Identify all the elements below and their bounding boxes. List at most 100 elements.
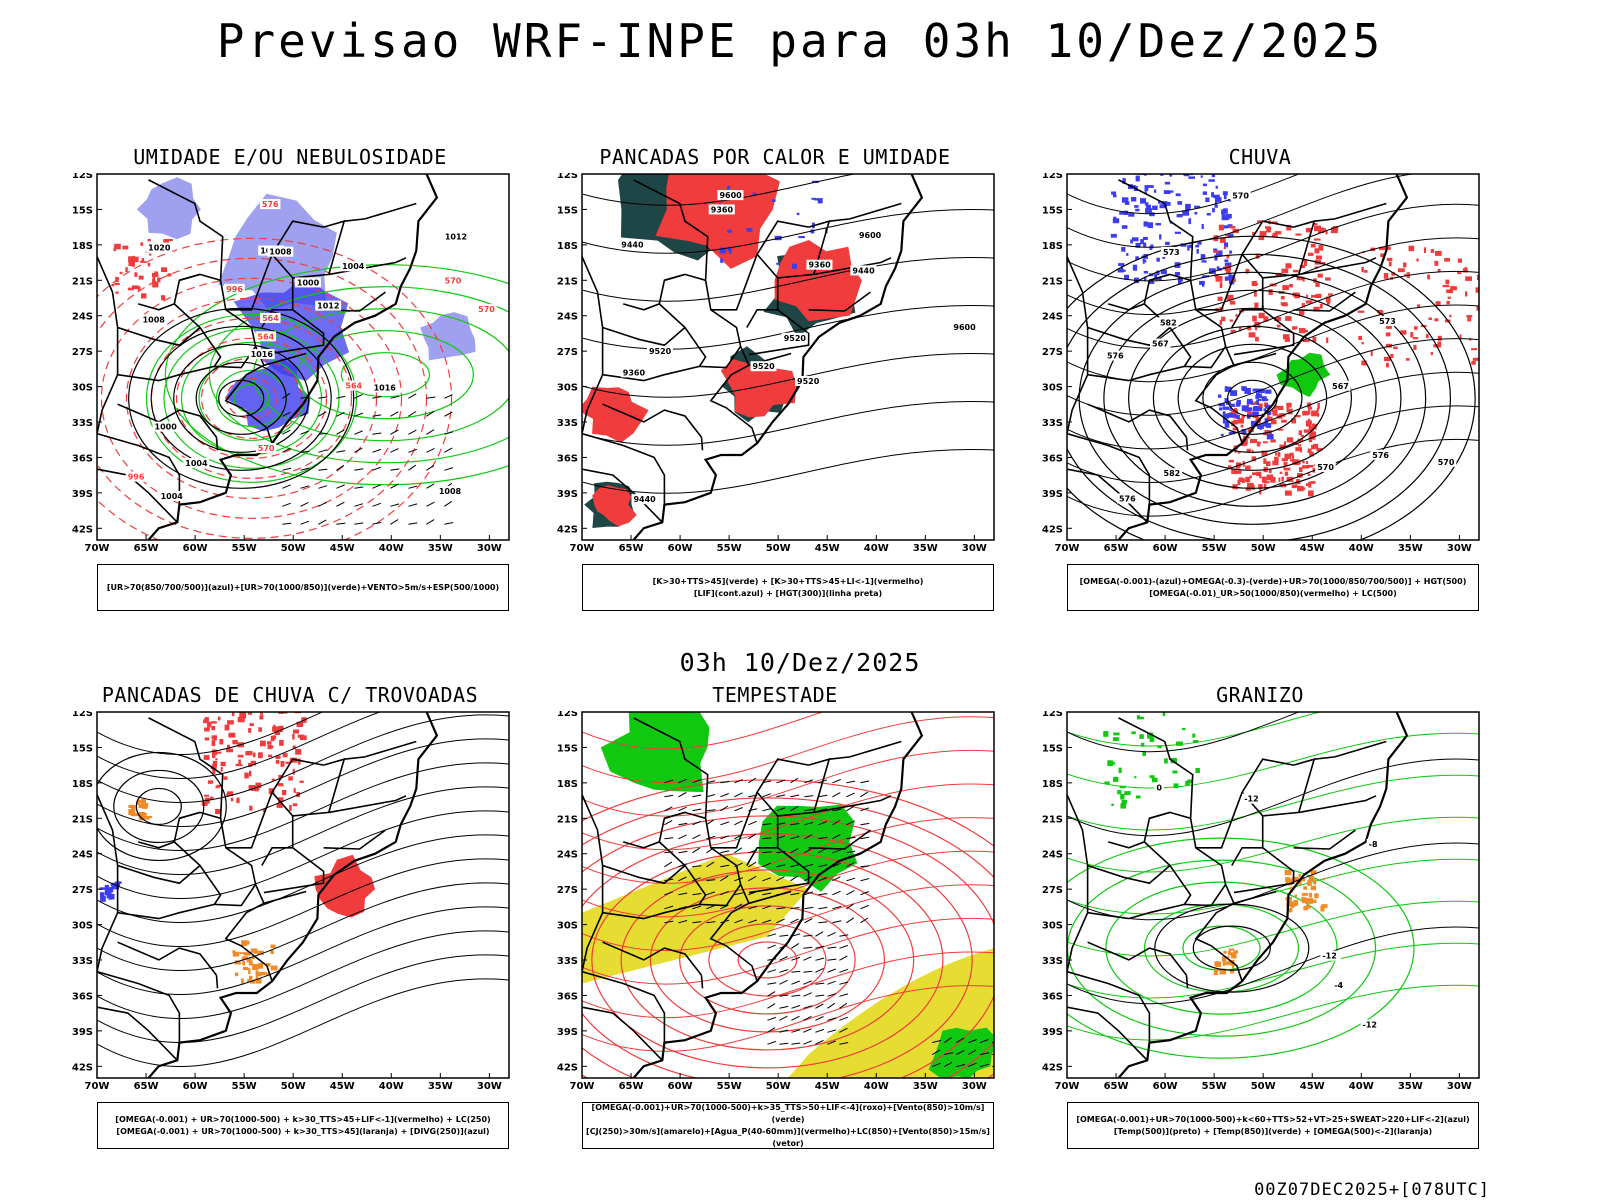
lat-tick-label: 39S xyxy=(557,489,578,500)
map-plot-area xyxy=(582,712,994,1078)
contour-label-bg xyxy=(442,275,464,286)
omega-blue xyxy=(1201,280,1205,287)
lat-tick-label: 24S xyxy=(1042,312,1063,323)
border-line xyxy=(1241,220,1316,279)
wind-vector xyxy=(444,411,453,417)
omega-ur-red xyxy=(1307,448,1312,454)
wind-vector xyxy=(354,503,364,507)
wind850-vector xyxy=(748,919,758,924)
lon-tick-label: 55W xyxy=(717,543,742,554)
omega-blue xyxy=(1211,192,1214,198)
contour-label-bg xyxy=(224,283,245,294)
omega-blue xyxy=(1144,202,1149,206)
wind850-vector xyxy=(779,994,789,997)
omega-blue xyxy=(1230,403,1235,407)
omega-ur-red xyxy=(1280,302,1288,305)
temp850-green xyxy=(1192,740,1199,743)
wind850-vector xyxy=(827,980,836,985)
omega-ur-red xyxy=(1311,410,1318,417)
temp500-black xyxy=(1154,903,1310,993)
omega-ur-red xyxy=(1229,319,1234,322)
lon-tick-label: 55W xyxy=(717,1081,742,1092)
thunder-red xyxy=(226,748,233,753)
lc500-streamline xyxy=(1067,174,1416,248)
lat-tick-label: 21S xyxy=(1042,276,1063,287)
omega-ur-red xyxy=(1292,326,1298,330)
contour-label: 570 xyxy=(1317,463,1334,472)
omega500-orange xyxy=(1310,885,1317,891)
omega-ur-red xyxy=(1299,328,1306,334)
omega-ur-red xyxy=(1218,224,1224,231)
wind850-vector xyxy=(734,919,743,924)
lc500-streamline xyxy=(1067,270,1479,349)
wind-vector xyxy=(318,411,327,417)
hgt300-line xyxy=(582,256,994,302)
wind850-vector xyxy=(827,1017,837,1021)
omega-blue xyxy=(1257,398,1262,401)
omega-ur-red xyxy=(1357,310,1365,313)
omega-ur-red xyxy=(1219,282,1223,288)
humidity-upper-lightblue xyxy=(420,312,476,361)
wind-vector xyxy=(336,450,346,453)
wind850-vector xyxy=(832,819,841,826)
border-line xyxy=(582,432,666,505)
panel-pancadas-calor: PANCADAS POR CALOR E UMIDADE 12S 15S 18S 21… xyxy=(540,145,1010,625)
omega-blue xyxy=(1215,185,1218,189)
wind850-vector xyxy=(846,890,855,896)
omega-blue xyxy=(1200,254,1206,260)
omega-ur-red xyxy=(1300,434,1304,437)
contour-label: 570 xyxy=(445,277,462,286)
wind850-vector xyxy=(664,891,674,896)
omega-ur-red xyxy=(1425,334,1429,338)
thunder-red xyxy=(279,740,284,746)
wind850-green xyxy=(928,1027,994,1078)
lat-tick-label: 27S xyxy=(557,885,578,896)
contour-label: 576 xyxy=(1119,494,1136,503)
omega-blue xyxy=(1246,407,1253,411)
border-line xyxy=(215,975,219,989)
border-line xyxy=(263,847,325,894)
border-line xyxy=(1233,890,1277,905)
jet-yellow xyxy=(582,853,809,984)
omega-blue xyxy=(1224,262,1232,266)
temp850-green xyxy=(1067,942,1479,999)
wind-vector xyxy=(372,502,382,507)
omega-ur-red xyxy=(1377,309,1383,314)
omega-blue xyxy=(1143,259,1147,263)
red-fill xyxy=(161,267,168,272)
contour-label: 9600 xyxy=(953,323,976,332)
lif-blue xyxy=(727,229,732,233)
omega-ur-red xyxy=(1276,405,1283,409)
border-line xyxy=(1067,256,1089,434)
omega-ur-red xyxy=(1309,431,1316,436)
lc500-streamline xyxy=(1067,438,1479,517)
omega-ur-red xyxy=(1472,357,1479,361)
contour-label-bg xyxy=(371,382,398,393)
lat-tick-label: 21S xyxy=(72,276,93,287)
border-line xyxy=(1087,403,1188,438)
contour-label-bg xyxy=(140,314,167,325)
border-line xyxy=(1314,740,1387,760)
border-line xyxy=(658,273,686,305)
lc500-streamline xyxy=(1067,405,1479,483)
omega-ur-red xyxy=(1299,264,1306,268)
omega500-orange xyxy=(1320,905,1325,912)
wind850-vector xyxy=(860,822,870,826)
omega-ur-red xyxy=(1317,273,1323,278)
thunder-orange xyxy=(141,798,146,805)
border-line xyxy=(602,903,700,920)
omega-ur-red xyxy=(1229,300,1236,305)
omega-ur-red xyxy=(1292,269,1299,273)
temp850-green xyxy=(1131,731,1136,735)
omega-ur-red xyxy=(1301,303,1305,308)
border-line xyxy=(582,1006,663,1061)
omega-ur-red xyxy=(1308,252,1314,256)
wind850-vector xyxy=(804,863,814,868)
omega-blue xyxy=(1165,241,1170,245)
omega-blue xyxy=(1155,277,1162,281)
omega-ur-red xyxy=(1390,353,1394,358)
wind850-vector xyxy=(980,1038,989,1044)
omega-ur-red xyxy=(1261,476,1267,483)
wind850-vector xyxy=(803,956,812,961)
wind850-vector xyxy=(815,957,825,961)
